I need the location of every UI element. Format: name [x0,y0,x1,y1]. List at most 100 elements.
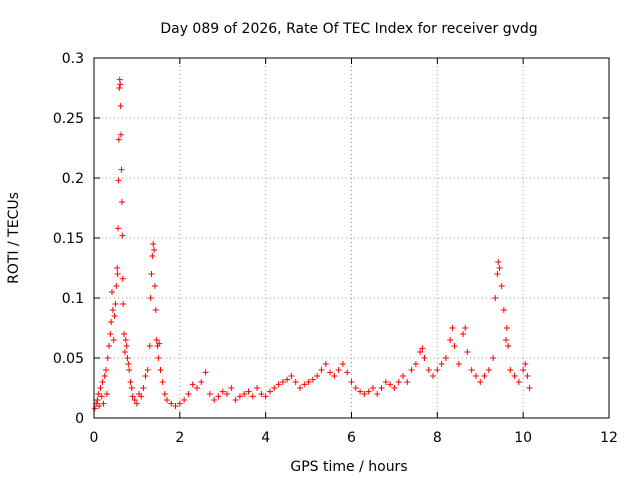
y-tick-label: 0.25 [53,111,84,127]
data-point [224,391,231,397]
data-point [305,379,312,385]
data-point [496,265,503,271]
grid [94,58,609,418]
data-point [94,397,101,403]
data-point [472,373,479,379]
data-point [125,361,132,367]
data-point [189,381,196,388]
data-point [124,355,131,361]
data-point [168,400,175,407]
data-point [455,361,462,367]
data-point [109,307,116,313]
data-point [477,379,484,385]
data-point [118,199,125,205]
data-point [430,373,437,379]
data-point [157,367,164,373]
data-point [103,391,110,397]
data-point [236,393,243,400]
data-point [114,265,121,271]
data-point [133,400,140,407]
data-point [279,379,286,385]
data-point [155,355,162,361]
data-point [215,393,222,400]
y-tick-label: 0.05 [53,351,84,367]
chart-title: Day 089 of 2026, Rate Of TEC Index for r… [160,21,537,37]
data-point [185,391,192,397]
data-point [127,379,134,385]
data-point [292,379,299,385]
data-point [138,393,145,400]
data-point [232,397,239,403]
data-point [115,177,122,184]
data-point [464,349,471,355]
data-point [198,379,205,385]
data-point [156,340,163,347]
data-point [219,388,226,395]
data-point [108,319,115,325]
data-point [369,385,376,391]
data-point [419,345,426,352]
data-point [408,367,415,373]
data-point [181,397,188,403]
data-point [128,385,135,391]
data-point [202,369,209,376]
data-point [103,367,110,373]
data-point [468,367,475,373]
data-point [150,241,157,247]
data-point [96,403,103,409]
data-point [107,331,114,337]
x-tick-label: 4 [261,430,270,446]
plot-frame [93,57,610,419]
data-point [245,388,252,395]
data-point [526,385,533,391]
y-tick-label: 0.15 [53,231,84,247]
data-point [144,367,151,373]
y-tick-label: 0.1 [62,291,84,307]
data-point [322,361,329,367]
data-point [254,385,261,391]
data-points [91,76,533,412]
data-point [142,373,149,379]
data-point [284,376,291,383]
data-point [318,367,325,373]
data-point [228,385,235,391]
data-point [462,325,469,331]
data-point [460,331,467,337]
data-point [412,361,419,367]
data-point [129,393,136,400]
data-point [115,225,122,232]
data-point [258,391,265,397]
data-point [117,81,124,88]
data-point [111,313,118,319]
data-point [395,379,402,385]
data-point [382,379,389,385]
data-point [515,379,522,385]
data-point [400,373,406,379]
data-point [101,373,108,379]
y-tick-label: 0.2 [62,171,84,187]
data-point [114,271,121,277]
data-point [211,397,218,403]
data-point [241,391,248,397]
data-point [361,391,368,397]
data-point [249,393,256,400]
data-point [297,385,303,391]
data-point [119,232,126,239]
x-axis: 0 2 4 6 8 10 12 [90,58,618,446]
data-point [146,343,153,349]
data-point [99,379,106,385]
data-point [387,381,394,388]
data-point [492,295,499,301]
data-point [275,381,282,388]
x-tick-label: 2 [175,430,184,446]
data-point [365,388,372,395]
data-point [123,343,130,349]
data-point [503,325,510,331]
data-point [113,283,120,289]
data-point [434,367,441,373]
data-point [147,295,154,301]
data-point [118,166,125,173]
data-point [417,349,424,355]
x-tick-label: 8 [433,430,442,446]
